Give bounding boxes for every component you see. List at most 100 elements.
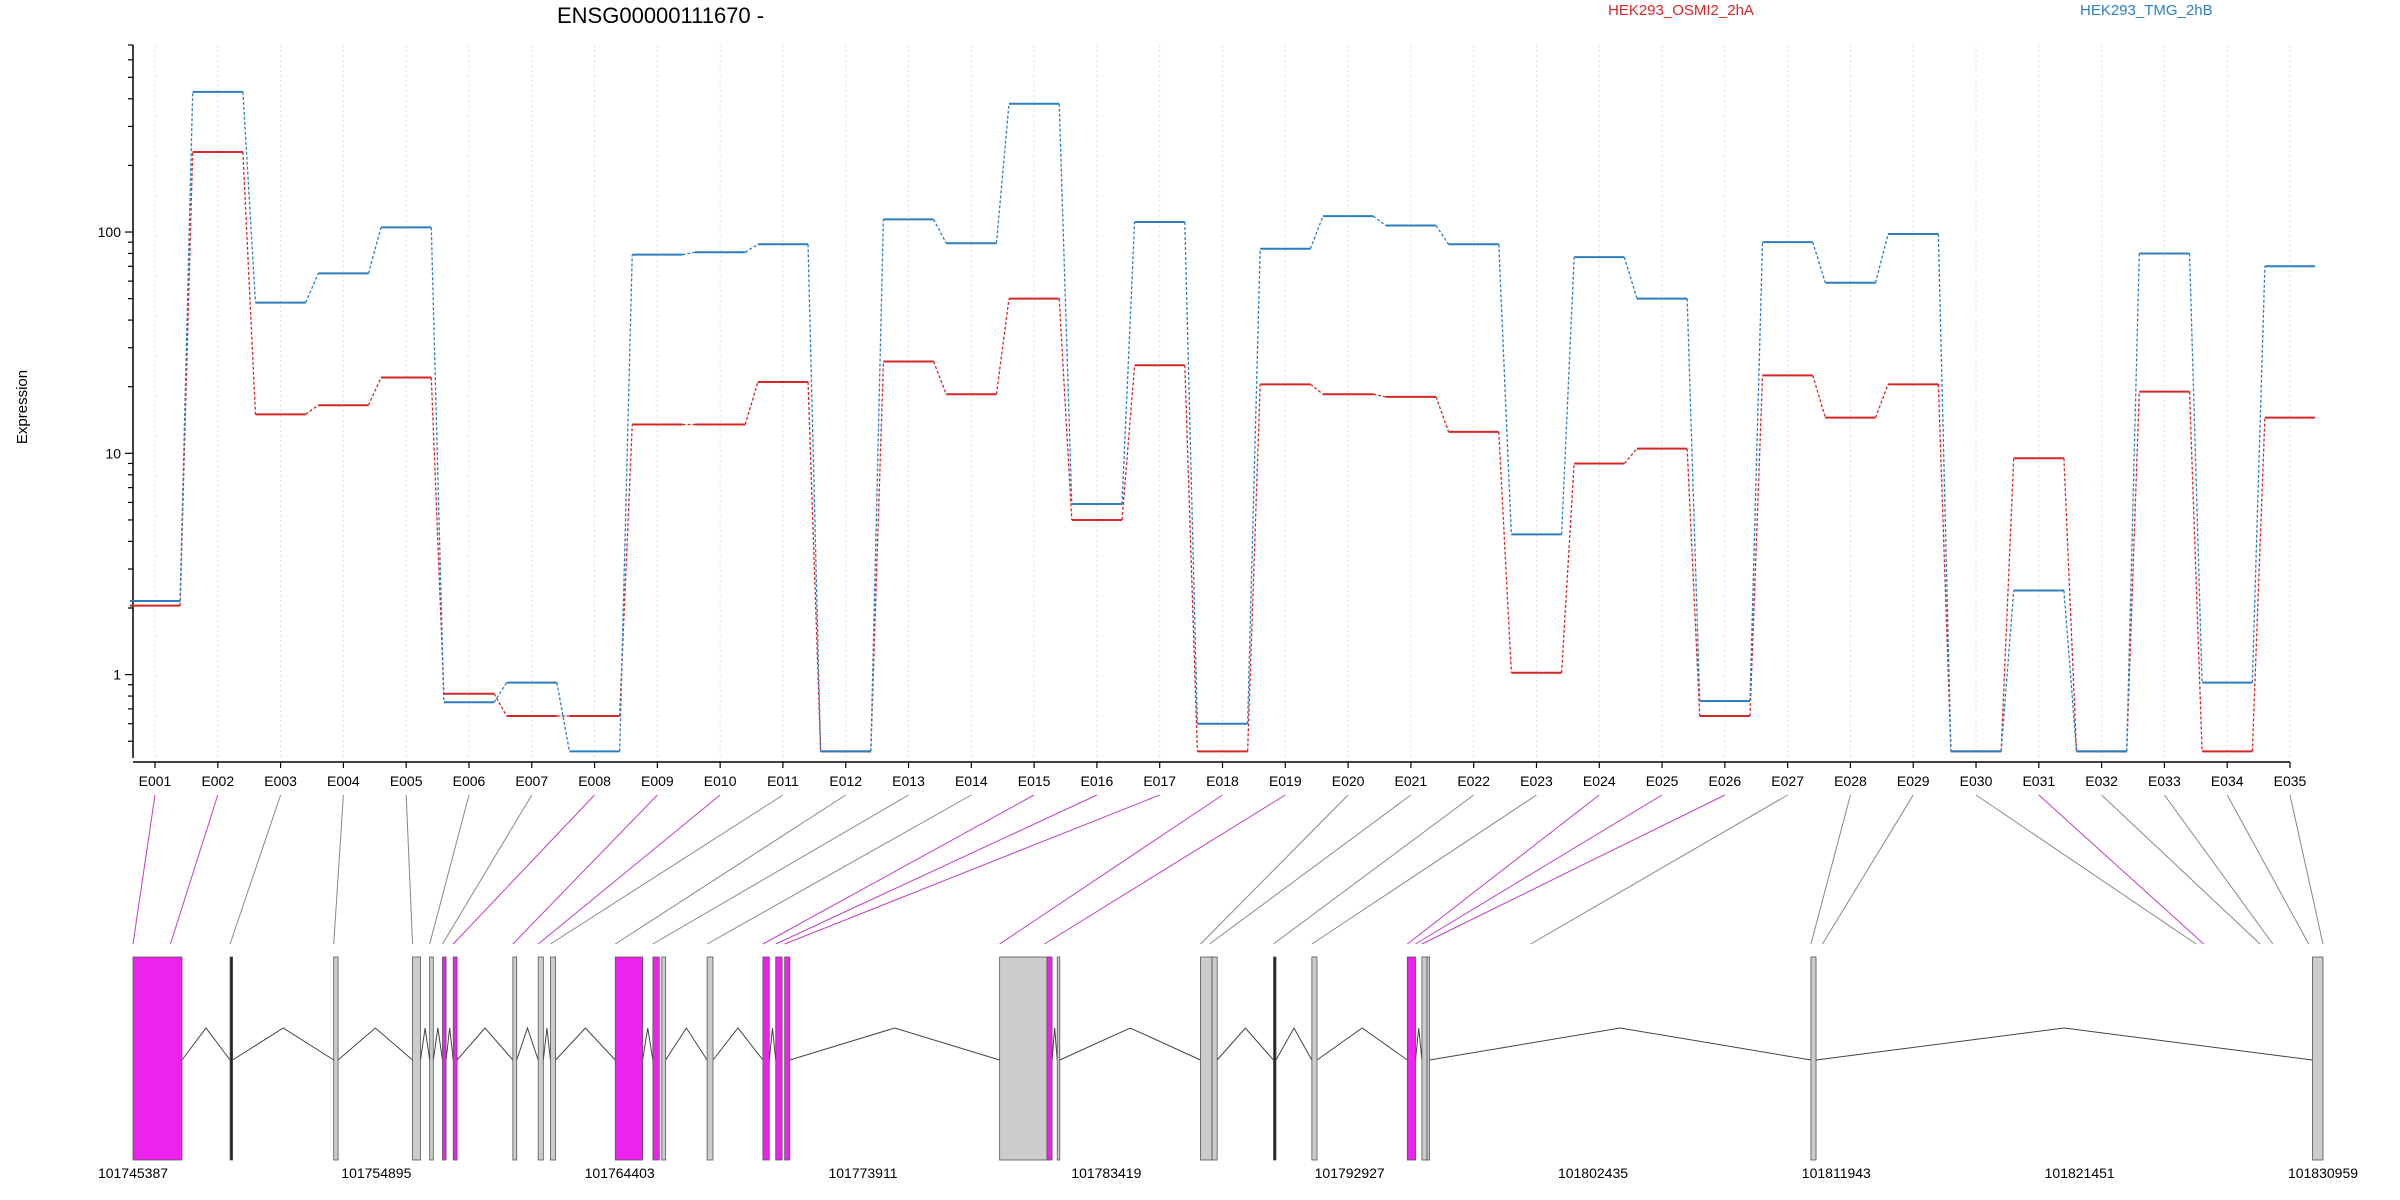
series-connector bbox=[744, 381, 759, 425]
x-tick-label: E019 bbox=[1269, 773, 1302, 789]
exon-connector-E024 bbox=[1407, 794, 1600, 945]
x-tick-label: E030 bbox=[1960, 773, 1993, 789]
series-connector bbox=[2000, 590, 2015, 752]
x-tick-label: E021 bbox=[1395, 773, 1428, 789]
series-connector bbox=[870, 361, 885, 752]
series-connector bbox=[242, 151, 257, 415]
series-connector bbox=[367, 227, 382, 274]
series-connector bbox=[1309, 215, 1324, 250]
exon-connector-E009 bbox=[512, 794, 658, 945]
x-tick-label: E011 bbox=[767, 773, 799, 789]
coordinate-label: 101745387 bbox=[98, 1165, 168, 1181]
intron-line bbox=[445, 1027, 454, 1061]
series-connector bbox=[1246, 248, 1261, 724]
x-tick-label: E025 bbox=[1646, 773, 1679, 789]
series-a bbox=[129, 150, 2316, 753]
series-connector bbox=[556, 682, 571, 752]
exon-block bbox=[132, 956, 183, 1161]
x-tick-label: E023 bbox=[1520, 773, 1553, 789]
series-connector bbox=[1498, 431, 1513, 673]
series-connector bbox=[995, 298, 1010, 395]
exon-block bbox=[442, 956, 447, 1161]
intron-line bbox=[1051, 1027, 1058, 1061]
coordinate-label: 101811943 bbox=[1802, 1165, 1871, 1181]
x-tick-label: E022 bbox=[1457, 773, 1490, 789]
exon-block bbox=[1056, 956, 1061, 1161]
series-connector bbox=[2063, 458, 2078, 752]
intron-line bbox=[642, 1027, 654, 1061]
exon-connector-E001 bbox=[132, 794, 156, 945]
series-connector bbox=[1686, 298, 1701, 702]
series-connector bbox=[1184, 365, 1199, 752]
intron-line bbox=[337, 1027, 413, 1061]
x-tick-label: E018 bbox=[1206, 773, 1239, 789]
exon-block bbox=[229, 956, 234, 1161]
exon-block bbox=[452, 956, 458, 1161]
axes: 1 10 100 E001 E002 E003 E004 E005 E006 E007 E008 E0… bbox=[98, 44, 2307, 789]
exon-connector-E034 bbox=[2226, 794, 2310, 945]
series-connector bbox=[933, 361, 947, 395]
exon-connector-E025 bbox=[1415, 794, 1663, 945]
x-tick-label: E001 bbox=[139, 773, 172, 789]
intron-line bbox=[181, 1027, 231, 1061]
x-tick-label: E004 bbox=[327, 773, 360, 789]
series-connector bbox=[305, 404, 319, 415]
intron-line bbox=[1415, 1027, 1423, 1061]
x-tick-label: E003 bbox=[264, 773, 297, 789]
series-connector bbox=[2063, 590, 2078, 752]
intron-line bbox=[555, 1027, 616, 1061]
exon-connector-E035 bbox=[2289, 794, 2324, 945]
series-connector bbox=[1874, 384, 1889, 418]
exon-block bbox=[1200, 956, 1213, 1161]
exon-block bbox=[1421, 956, 1428, 1161]
x-tick-label: E007 bbox=[515, 773, 548, 789]
series-connector bbox=[2126, 391, 2140, 752]
series-connector bbox=[430, 227, 445, 703]
intron-line bbox=[712, 1027, 764, 1061]
x-tick-label: E035 bbox=[2274, 773, 2307, 789]
series-connector bbox=[493, 682, 508, 703]
exon-connector-E022 bbox=[1273, 794, 1474, 945]
exon-connector-E008 bbox=[452, 794, 595, 945]
x-tick-label: E013 bbox=[892, 773, 925, 789]
y-axis-label: Expression bbox=[14, 370, 31, 444]
series-connector bbox=[1874, 233, 1889, 283]
series-connector bbox=[682, 251, 696, 256]
legend-series-b: HEK293_TMG_2hB bbox=[2080, 2, 2213, 19]
exon-connectors bbox=[132, 794, 2324, 945]
series-connector bbox=[2000, 458, 2015, 752]
series-connector bbox=[1749, 242, 1764, 702]
series-connector bbox=[744, 243, 759, 253]
series-connector bbox=[2251, 417, 2266, 752]
series-connector bbox=[1372, 215, 1387, 227]
series-connector bbox=[1246, 384, 1261, 752]
x-tick-label: E028 bbox=[1834, 773, 1867, 789]
x-tick-label: E009 bbox=[641, 773, 674, 789]
exon-connector-E012 bbox=[614, 794, 847, 945]
series-connector bbox=[367, 377, 382, 406]
intron-line bbox=[456, 1027, 514, 1061]
series-connector bbox=[2188, 391, 2203, 752]
series-connector bbox=[242, 91, 257, 303]
intron-line bbox=[542, 1027, 551, 1061]
series-connector bbox=[933, 219, 947, 244]
exon-connector-E006 bbox=[429, 794, 470, 945]
x-tick-label: E010 bbox=[704, 773, 737, 789]
exon-block bbox=[775, 956, 783, 1161]
intron-line bbox=[1216, 1027, 1274, 1061]
x-tick-label: E031 bbox=[2022, 773, 2055, 789]
exon-connector-E017 bbox=[784, 794, 1160, 945]
intron-line bbox=[432, 1027, 443, 1061]
series-connector bbox=[807, 244, 822, 752]
series-connector bbox=[995, 103, 1010, 244]
exon-connector-E014 bbox=[706, 794, 972, 945]
exon-connector-E018 bbox=[999, 794, 1223, 945]
exon-connector-E016 bbox=[775, 794, 1098, 945]
intron-line bbox=[665, 1027, 708, 1061]
series-connector bbox=[2126, 253, 2140, 752]
x-tick-label: E024 bbox=[1583, 773, 1616, 789]
series-connector bbox=[1435, 225, 1450, 245]
intron-line bbox=[232, 1027, 334, 1061]
x-tick-label: E008 bbox=[578, 773, 611, 789]
